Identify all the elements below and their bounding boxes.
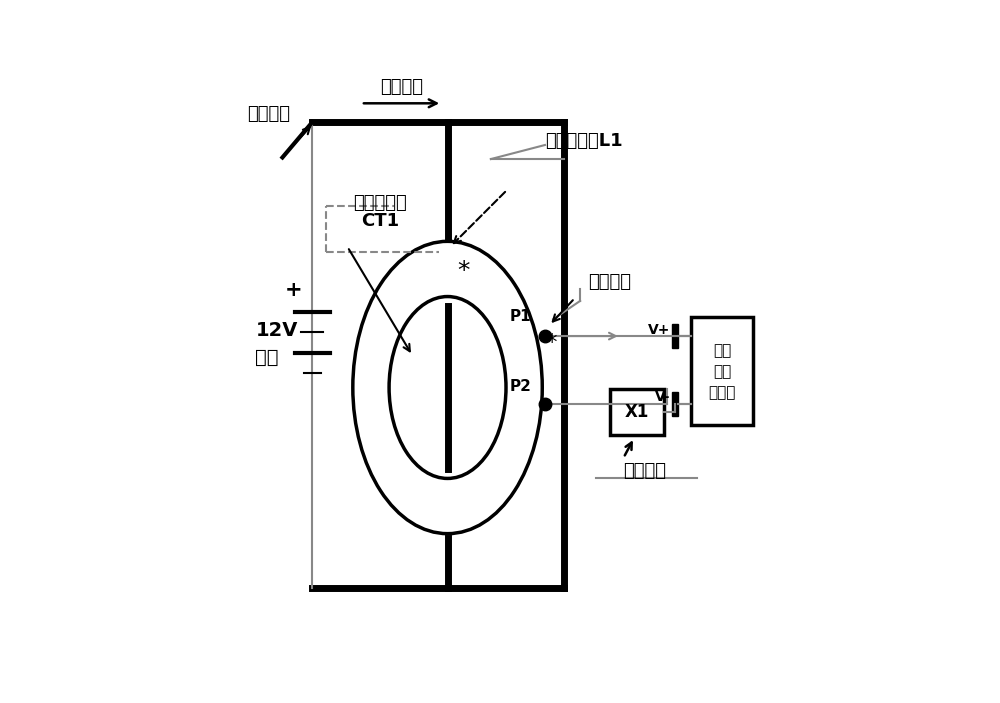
Text: CT1: CT1 (361, 212, 399, 230)
Text: 穿心互感器: 穿心互感器 (353, 195, 407, 212)
Text: P1: P1 (510, 309, 531, 324)
Text: 12V
电池: 12V 电池 (255, 321, 298, 367)
Text: 一次载流体L1: 一次载流体L1 (545, 132, 623, 150)
Text: 电流方向: 电流方向 (380, 78, 423, 96)
Text: 摆针
直流
电压表: 摆针 直流 电压表 (709, 343, 736, 400)
Bar (691, 317, 753, 425)
Text: *: * (547, 333, 557, 353)
Bar (672, 324, 678, 348)
Text: V+: V+ (648, 323, 671, 337)
Text: 其它负载: 其它负载 (624, 463, 667, 480)
Text: 二次输出: 二次输出 (588, 273, 631, 291)
Text: +: + (284, 280, 302, 300)
Text: *: * (457, 259, 470, 283)
Text: V-: V- (655, 390, 671, 404)
Bar (672, 392, 678, 416)
Text: P2: P2 (510, 379, 531, 394)
Text: 点触方式: 点触方式 (247, 105, 290, 123)
Text: X1: X1 (625, 403, 649, 421)
Bar (610, 389, 664, 435)
